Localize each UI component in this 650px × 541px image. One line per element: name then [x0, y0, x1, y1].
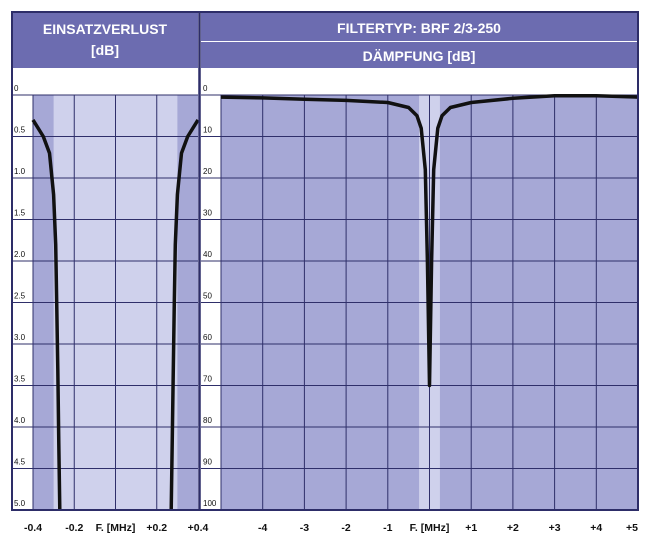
left-x-tick-label: -0.4 [24, 522, 42, 534]
right-x-tick-label: +3 [549, 522, 561, 534]
right-y-tick-label: 60 [203, 333, 212, 342]
right-x-tick-label: +4 [590, 522, 602, 534]
left-response-curve [31, 118, 62, 511]
left-y-tick-label: 3.5 [14, 375, 26, 384]
right-plot-area [201, 94, 639, 511]
right-x-tick-label: -3 [300, 522, 309, 534]
right-x-tick-labels: -4 -3 -2 -1 F. [MHz] +1 +2 +3 +4 +5 [258, 522, 638, 534]
left-header-bg [12, 12, 198, 68]
right-x-tick-label: +2 [507, 522, 519, 534]
left-y-tick-labels: 0 0.5 1.0 1.5 2.0 2.5 3.0 3.5 4.0 4.5 5.0 [14, 84, 26, 508]
left-panel-title: EINSATZVERLUST [43, 21, 168, 37]
chart-frame [11, 11, 639, 511]
left-y-tick-label: 1.0 [14, 167, 26, 176]
left-x-tick-label: +0.2 [146, 522, 167, 534]
right-header-bg [201, 12, 638, 41]
left-x-tick-label: +0.4 [188, 522, 209, 534]
right-x-tick-label: +5 [626, 522, 638, 534]
right-y-tick-labels: 0 10 20 30 40 50 60 70 80 90 100 [203, 84, 217, 508]
left-y-tick-label: 5.0 [14, 499, 26, 508]
left-y-tick-label: 2.5 [14, 292, 26, 301]
right-y-tick-label: 70 [203, 375, 212, 384]
label-band [12, 68, 638, 95]
left-y-tick-label: 3.0 [14, 333, 26, 342]
left-y-tick-label: 4.0 [14, 416, 26, 425]
left-panel-unit: [dB] [91, 42, 119, 58]
right-y-tick-label: 20 [203, 167, 212, 176]
left-y-tick-label: 0 [14, 84, 19, 93]
right-panel-title: FILTERTYP: BRF 2/3-250 [337, 20, 501, 36]
right-y-tick-label: 30 [203, 209, 212, 218]
left-response-curve [169, 118, 200, 511]
right-x-tick-label: +1 [465, 522, 477, 534]
right-y-tick-label: 80 [203, 416, 212, 425]
right-y-tick-label: 50 [203, 292, 212, 301]
left-y-tick-label: 2.0 [14, 250, 26, 259]
right-y-tick-label: 40 [203, 250, 212, 259]
left-y-tick-label: 1.5 [14, 209, 26, 218]
right-panel-subtitle: DÄMPFUNG [dB] [363, 48, 476, 64]
left-y-tick-label: 0.5 [14, 126, 26, 135]
right-x-tick-label: -4 [258, 522, 267, 534]
left-y-tick-label: 4.5 [14, 458, 26, 467]
right-x-tick-label: -1 [383, 522, 392, 534]
left-x-tick-label: F. [MHz] [96, 522, 136, 534]
right-subheader-bg [201, 42, 638, 68]
right-y-tick-label: 100 [203, 499, 217, 508]
left-x-tick-labels: -0.4 -0.2 F. [MHz] +0.2 +0.4 [24, 522, 209, 534]
right-y-tick-label: 10 [203, 126, 212, 135]
right-x-tick-label: F. [MHz] [410, 522, 450, 534]
right-response-curve [220, 94, 639, 388]
left-plot-area [12, 94, 200, 511]
left-x-tick-label: -0.2 [65, 522, 83, 534]
right-y-tick-label: 0 [203, 84, 208, 93]
right-y-tick-label: 90 [203, 458, 212, 467]
right-x-tick-label: -2 [341, 522, 350, 534]
